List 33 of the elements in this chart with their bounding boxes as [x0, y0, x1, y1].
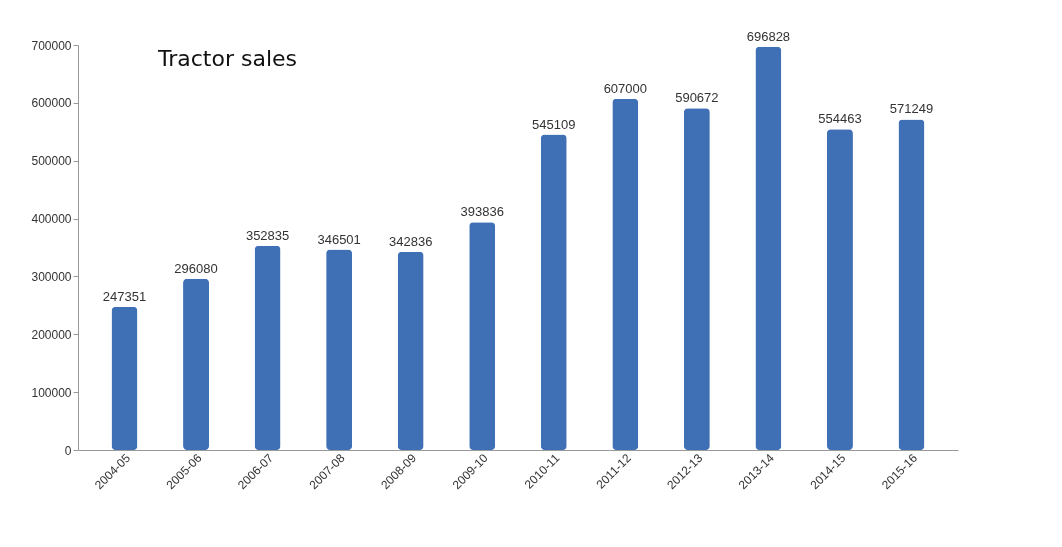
data-label: 607000 [603, 80, 648, 96]
bar [326, 249, 353, 450]
bar [397, 251, 424, 450]
y-tick-label: 400000 [31, 212, 72, 227]
data-label: 352835 [245, 227, 290, 243]
data-label: 590672 [675, 90, 719, 106]
y-tick-label: 300000 [31, 269, 72, 284]
bar [540, 134, 567, 450]
y-tick-label: 600000 [31, 96, 72, 111]
data-label: 545109 [532, 116, 576, 132]
y-tick-label: 200000 [31, 327, 72, 342]
bar [612, 98, 639, 450]
data-label: 346501 [317, 231, 361, 247]
y-tick-label: 100000 [31, 385, 72, 400]
bar [254, 245, 281, 450]
bar [183, 278, 210, 450]
y-tick-label: 500000 [31, 154, 72, 169]
bar [469, 222, 496, 450]
data-label: 342836 [388, 233, 433, 249]
data-label: 393836 [460, 204, 504, 220]
y-tick-label: 700000 [31, 38, 72, 53]
chart-title: Tractor sales [157, 45, 298, 71]
bar [111, 306, 138, 450]
bar [898, 119, 925, 450]
bar [826, 129, 853, 450]
data-label: 296080 [174, 260, 218, 276]
y-tick-label: 0 [64, 443, 72, 458]
bar [683, 108, 710, 450]
data-label: 571249 [889, 101, 934, 117]
bar [755, 46, 782, 450]
data-label: 554463 [818, 111, 862, 127]
data-label: 247351 [102, 288, 147, 304]
data-label: 696828 [746, 28, 791, 44]
